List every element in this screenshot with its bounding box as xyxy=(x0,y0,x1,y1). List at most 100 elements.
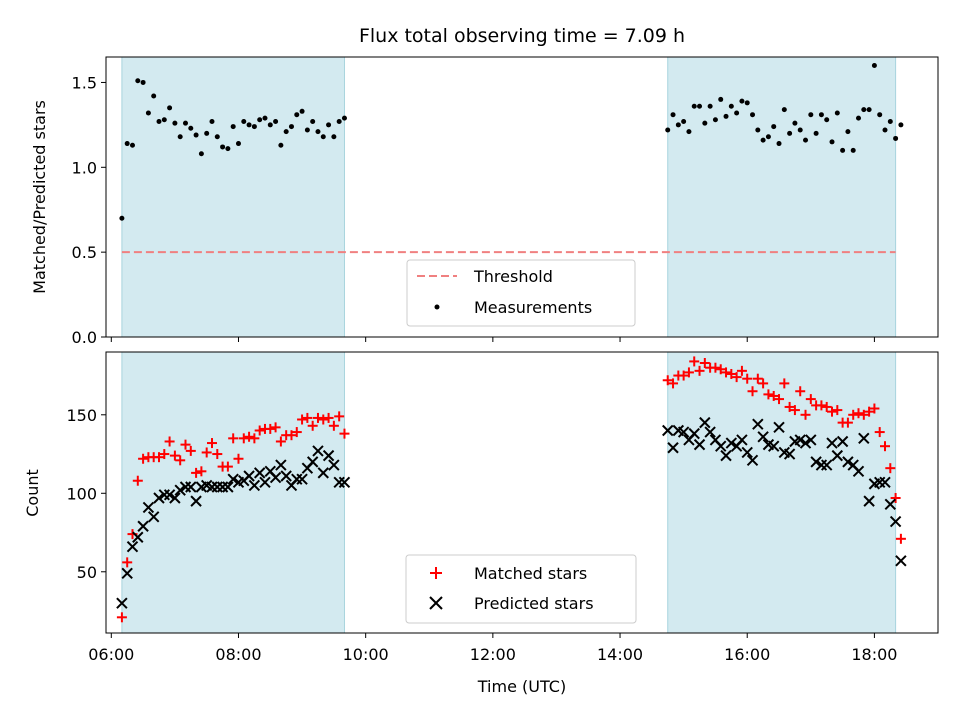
matched-star-point xyxy=(201,447,212,458)
legend-measurements-label: Measurements xyxy=(474,298,592,317)
measurement-point xyxy=(707,103,713,109)
bottom-xlabel: Time (UTC) xyxy=(477,677,566,696)
predicted-star-point xyxy=(858,432,870,445)
matched-star-point xyxy=(827,406,838,417)
measurement-point xyxy=(728,103,734,109)
measurement-point xyxy=(251,124,257,130)
matched-star-point xyxy=(816,400,827,411)
top-ylabel: Matched/Predicted stars xyxy=(30,100,49,294)
matched-star-point xyxy=(668,378,679,389)
measurement-point xyxy=(336,118,342,124)
matched-star-point xyxy=(169,450,180,461)
matched-star-point xyxy=(805,394,816,405)
predicted-star-point xyxy=(126,540,139,553)
predicted-star-point xyxy=(185,481,197,493)
measurement-point xyxy=(734,110,740,116)
measurement-point xyxy=(193,132,199,138)
matched-star-point xyxy=(222,461,233,472)
matched-star-point xyxy=(297,414,308,425)
matched-star-point xyxy=(758,378,769,389)
observing-windows-top xyxy=(121,56,897,338)
predicted-star-point xyxy=(174,484,186,496)
measurement-point xyxy=(214,134,220,140)
matched-star-point xyxy=(116,612,127,623)
matched-star-point xyxy=(864,406,875,417)
measurement-point xyxy=(288,124,294,130)
measurement-point xyxy=(135,78,141,84)
matched-star-point xyxy=(848,409,859,420)
predicted-star-point xyxy=(306,456,319,468)
matched-star-point xyxy=(795,386,806,397)
measurement-point xyxy=(188,125,194,131)
matched-star-point xyxy=(302,412,313,423)
measurement-point xyxy=(702,120,708,126)
measurement-point xyxy=(167,105,173,111)
predicted-star-point xyxy=(836,435,849,448)
matched-star-point xyxy=(334,411,345,422)
measurement-point xyxy=(204,130,210,136)
matched-star-point xyxy=(212,449,223,460)
y-tick-label: 150 xyxy=(66,406,97,425)
measurement-point xyxy=(140,79,146,85)
measurement-point xyxy=(803,137,809,143)
measurement-point xyxy=(299,108,305,114)
matched-star-point xyxy=(180,439,191,450)
predicted-star-point xyxy=(190,495,202,507)
measurement-point xyxy=(315,129,321,135)
matched-star-point xyxy=(752,373,763,384)
predicted-star-point xyxy=(704,426,716,438)
measurement-point xyxy=(267,122,273,128)
matched-star-point xyxy=(895,533,906,544)
measurement-point xyxy=(686,129,692,135)
predicted-star-point xyxy=(757,431,769,443)
observing-window xyxy=(667,56,897,338)
measurement-point xyxy=(198,151,204,157)
predicted-star-point xyxy=(863,495,875,507)
matched-star-point xyxy=(858,409,869,420)
measurement-point xyxy=(246,122,252,128)
predicted-star-point xyxy=(132,531,144,543)
measurement-point xyxy=(331,134,337,140)
observing-window xyxy=(121,56,345,338)
x-tick-label: 18:00 xyxy=(851,645,897,664)
predicted-star-point xyxy=(317,467,329,479)
predicted-star-point xyxy=(662,424,674,437)
measurement-point xyxy=(898,122,904,128)
measurement-point xyxy=(697,103,703,109)
predicted-star-point xyxy=(338,476,351,489)
y-tick-label: 1.5 xyxy=(72,73,97,92)
measurement-point xyxy=(151,93,157,99)
predicted-star-point xyxy=(826,437,838,449)
measurement-point xyxy=(241,118,247,124)
predicted-star-point xyxy=(688,427,700,440)
matched-star-point xyxy=(153,452,164,463)
predicted-star-point xyxy=(715,440,727,452)
predicted-star-point xyxy=(699,416,711,429)
matched-star-point xyxy=(275,436,286,447)
measurement-point xyxy=(124,141,130,147)
bottom-ylabel: Count xyxy=(23,469,42,517)
observing-window xyxy=(667,351,897,634)
measurements-series xyxy=(119,62,904,221)
matched-star-point xyxy=(874,427,885,438)
legend-predicted-label: Predicted stars xyxy=(474,594,594,613)
predicted-star-point xyxy=(163,489,176,501)
measurement-point xyxy=(235,141,241,147)
legend-matched-label: Matched stars xyxy=(474,564,587,583)
matched-star-point xyxy=(784,401,795,412)
predicted-star-point xyxy=(269,471,282,484)
measurement-point xyxy=(739,98,745,104)
predicted-star-point xyxy=(322,449,335,462)
measurement-point xyxy=(824,117,830,123)
matched-star-point xyxy=(328,420,339,431)
measurement-point xyxy=(861,107,867,113)
matched-star-point xyxy=(270,422,281,433)
matched-star-point xyxy=(715,364,726,375)
measurement-point xyxy=(712,117,718,123)
predicted-star-point xyxy=(253,467,266,479)
predicted-star-point xyxy=(280,470,292,482)
measurement-point xyxy=(230,124,236,130)
measurement-point xyxy=(145,110,151,116)
predicted-star-point xyxy=(799,437,812,449)
matched-star-point xyxy=(853,408,864,419)
